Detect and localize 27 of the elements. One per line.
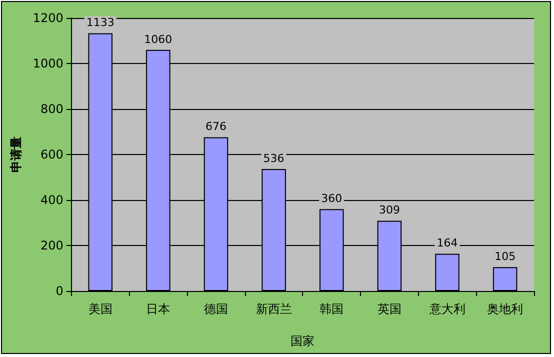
x-tick-label: 日本 xyxy=(146,302,170,316)
y-axis-title: 申请量 xyxy=(9,136,23,172)
data-label: 360 xyxy=(321,192,342,206)
x-tick-label: 美国 xyxy=(88,302,112,316)
data-label: 309 xyxy=(378,204,400,217)
y-tick-label: 0 xyxy=(56,284,64,298)
y-tick-label: 1000 xyxy=(32,56,64,70)
x-tick-label: 新西兰 xyxy=(256,302,292,316)
y-tick-label: 800 xyxy=(40,102,64,116)
x-tick-label: 德国 xyxy=(204,302,228,316)
x-tick-label: 英国 xyxy=(377,302,402,316)
x-tick-label: 奥地利 xyxy=(487,302,524,316)
bar xyxy=(492,267,518,291)
x-axis-title: 国家 xyxy=(290,334,315,348)
y-tick-label: 200 xyxy=(40,238,64,252)
data-label: 164 xyxy=(436,236,458,250)
data-label: 536 xyxy=(263,152,284,166)
y-tick-label: 1200 xyxy=(32,11,64,25)
x-tick-label: 韩国 xyxy=(320,302,344,316)
y-tick-label: 600 xyxy=(40,148,64,162)
x-tick-label: 意大利 xyxy=(428,302,466,316)
bar xyxy=(435,254,460,291)
data-label: 676 xyxy=(205,120,226,134)
data-label: 1060 xyxy=(144,32,172,46)
data-label: 1133 xyxy=(86,16,114,30)
y-tick-label: 400 xyxy=(40,193,64,207)
data-label: 105 xyxy=(494,250,516,264)
